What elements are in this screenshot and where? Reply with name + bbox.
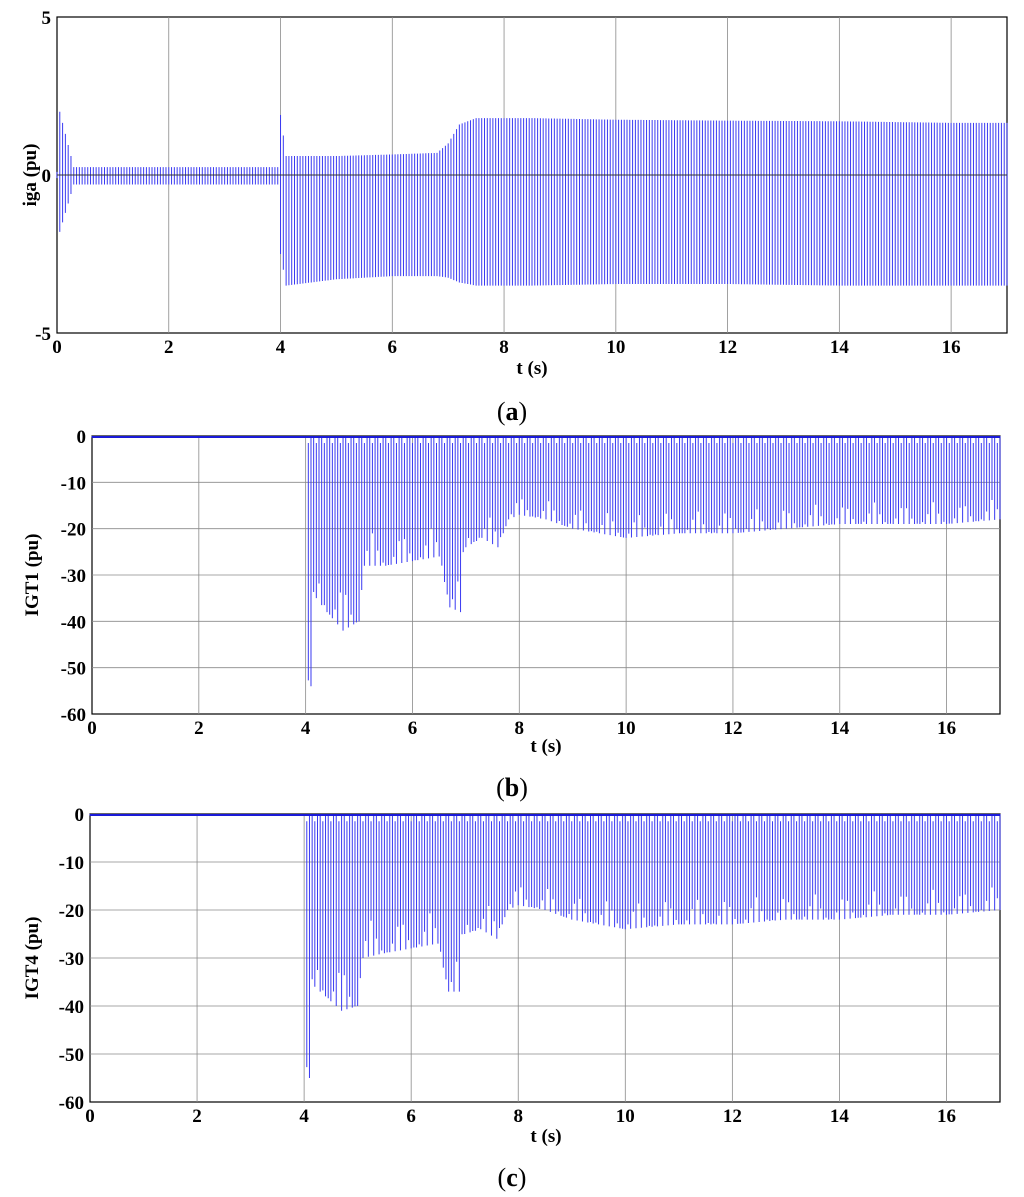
- panel-a-x-tick-label: 0: [52, 337, 62, 358]
- panel-c-x-tick-label: 6: [406, 1106, 416, 1127]
- panel-c-series: [89, 814, 1001, 1078]
- panel-a-x-tick-label: 4: [276, 337, 286, 358]
- panel-c-y-tick-labels: 0 -10 -20 -30 -40 -50 -60: [59, 805, 84, 1114]
- panel-b-y-tick-label: -30: [61, 566, 86, 587]
- panel-b-x-tick-label: 6: [408, 718, 418, 739]
- panel-b-x-tick-label: 12: [723, 718, 742, 739]
- panel-c-x-tick-labels: 0 2 4 6 8 10 12 14 16: [85, 1106, 956, 1127]
- panel-b-y-tick-labels: 0 -10 -20 -30 -40 -50 -60: [61, 427, 86, 726]
- panel-a-x-tick-label: 8: [499, 337, 509, 358]
- panel-a-chart: 0 2 4 6 8 10 12 14 16 -505 t (s) iga (pu) (a): [20, 8, 1008, 426]
- panel-a-x-axis-label: t (s): [516, 358, 547, 379]
- panel-a-caption: (a): [497, 397, 527, 426]
- panel-a-y-axis-label: iga (pu): [20, 144, 41, 207]
- panel-b-y-tick-label: -20: [61, 520, 86, 541]
- panel-b-x-tick-label: 4: [301, 718, 311, 739]
- panel-c-x-tick-label: 12: [723, 1106, 742, 1127]
- panel-a-x-tick-label: 12: [718, 337, 737, 358]
- panel-b-x-axis-label: t (s): [530, 736, 561, 757]
- panel-b-y-axis-label: IGT1 (pu): [22, 534, 43, 617]
- panel-b-caption: (b): [496, 773, 528, 802]
- panel-c-y-tick-label: 0: [75, 805, 85, 826]
- panel-a-x-tick-label: 14: [830, 337, 850, 358]
- panel-c-chart: 0 2 4 6 8 10 12 14 16 0-10-20-30-40-50-60 t (s) …: [22, 805, 1001, 1192]
- panel-a-x-tick-labels: 0 2 4 6 8 10 12 14 16: [52, 337, 960, 358]
- panel-c-x-axis-label: t (s): [530, 1126, 561, 1147]
- panel-a-caption-letter: a: [506, 397, 519, 426]
- panel-c-x-tick-label: 16: [937, 1106, 956, 1127]
- panel-a-y-tick-label: -5: [35, 324, 51, 345]
- panel-c-x-tick-label: 10: [616, 1106, 635, 1127]
- panel-b-x-tick-label: 0: [87, 718, 97, 739]
- panel-b-x-tick-label: 16: [937, 718, 956, 739]
- panel-a-y-tick-label: 5: [42, 8, 52, 29]
- panel-b-series: [91, 436, 1001, 687]
- panel-b-chart: 0 2 4 6 8 10 12 14 16 0-10-20-30-40-50-60 t (s) …: [22, 427, 1001, 802]
- panel-a-y-tick-label: 0: [42, 166, 52, 187]
- panel-b-y-tick-label: -50: [61, 659, 86, 680]
- panel-c-y-tick-label: -30: [59, 949, 84, 970]
- panel-a-x-tick-label: 16: [942, 337, 961, 358]
- panel-c-x-tick-label: 4: [299, 1106, 309, 1127]
- panel-c-y-tick-label: -50: [59, 1045, 84, 1066]
- panel-a-x-tick-label: 2: [164, 337, 174, 358]
- panel-b-y-tick-label: -60: [61, 705, 86, 726]
- panel-b-caption-letter: b: [505, 773, 519, 802]
- panel-a-x-tick-label: 6: [388, 337, 398, 358]
- panel-c-x-tick-label: 2: [192, 1106, 202, 1127]
- panel-c-y-axis-label: IGT4 (pu): [22, 917, 43, 1000]
- panel-c-x-tick-label: 14: [830, 1106, 850, 1127]
- panel-c-caption-letter: c: [506, 1163, 518, 1192]
- panel-a-series: [56, 111, 1008, 286]
- panel-c-y-tick-label: -60: [59, 1093, 84, 1114]
- panel-b-y-tick-label: 0: [77, 427, 87, 448]
- panel-b-x-tick-labels: 0 2 4 6 8 10 12 14 16: [87, 718, 956, 739]
- panel-c-x-tick-label: 8: [513, 1106, 523, 1127]
- panel-b-x-tick-label: 10: [617, 718, 636, 739]
- panel-a-y-tick-labels: -5 0 5: [35, 8, 51, 345]
- panel-c-y-tick-label: -40: [59, 997, 84, 1018]
- panel-b-x-tick-label: 14: [830, 718, 850, 739]
- panel-c-caption: (c): [498, 1163, 527, 1192]
- panel-c-y-tick-label: -10: [59, 853, 84, 874]
- panel-c-y-tick-label: -20: [59, 901, 84, 922]
- panel-b-y-tick-label: -40: [61, 612, 86, 633]
- panel-a-x-tick-label: 10: [606, 337, 625, 358]
- panel-b-x-tick-label: 8: [515, 718, 525, 739]
- panel-b-x-tick-label: 2: [194, 718, 204, 739]
- panel-b-y-tick-label: -10: [61, 473, 86, 494]
- panel-c-x-tick-label: 0: [85, 1106, 95, 1127]
